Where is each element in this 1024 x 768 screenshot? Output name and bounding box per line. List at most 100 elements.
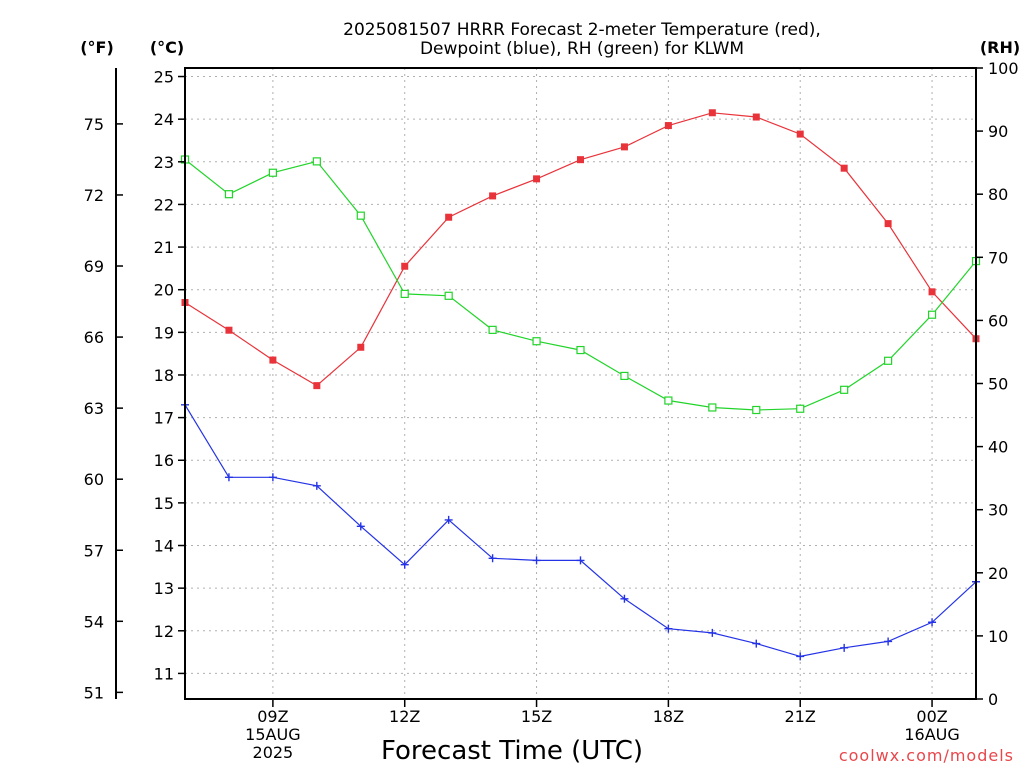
time-tick-label: 09Z — [257, 707, 288, 726]
dewpoint-point — [884, 637, 893, 646]
celsius-tick-label: 14 — [154, 537, 174, 556]
celsius-tick-label: 15 — [154, 494, 174, 513]
chart-title-line1: 2025081507 HRRR Forecast 2-meter Tempera… — [343, 20, 821, 40]
rh-point — [488, 325, 497, 334]
celsius-tick-label: 18 — [154, 366, 174, 385]
dewpoint-point — [444, 515, 453, 524]
rh-tick-label: 50 — [988, 375, 1008, 394]
temperature-point — [225, 326, 233, 334]
time-tick-label: 15AUG — [245, 725, 300, 744]
rh-axis: 0 10 20 30 40 50 60 70 80 90 100 — [976, 59, 1019, 709]
temperature-point — [664, 122, 672, 130]
temperature-point — [533, 175, 541, 183]
rh-point — [884, 356, 893, 365]
chart-title-line2: Dewpoint (blue), RH (green) for KLWM — [420, 39, 744, 59]
dewpoint-point — [752, 639, 761, 648]
temperature-point — [796, 130, 804, 138]
time-tick-label: 12Z — [389, 707, 420, 726]
dewpoint-point — [664, 624, 673, 633]
dewpoint-point — [928, 618, 937, 627]
temperature-point — [445, 213, 453, 221]
rh-point — [752, 405, 761, 415]
temperature-point — [489, 192, 497, 200]
time-tick-label: 18Z — [653, 707, 684, 726]
temperature-point — [577, 156, 584, 164]
celsius-tick-label: 13 — [154, 579, 174, 598]
dewpoint-point — [532, 556, 541, 565]
dewpoint-point — [840, 643, 849, 652]
celsius-axis: 11 12 13 14 15 16 17 18 19 20 21 22 23 24 25 — [154, 68, 185, 683]
rh-tick-label: 80 — [988, 185, 1008, 204]
temperature-point — [620, 143, 628, 151]
temperature-point — [928, 288, 936, 296]
celsius-tick-label: 19 — [154, 323, 174, 342]
rh-tick-label: 70 — [988, 248, 1008, 267]
rh-point — [927, 310, 937, 319]
fahrenheit-tick-label: 72 — [84, 186, 104, 205]
fahrenheit-axis: 51 54 57 60 63 66 69 72 75 — [84, 115, 123, 702]
credit-text: coolwx.com/models — [839, 746, 1014, 765]
rh-point — [576, 345, 585, 355]
rh-line — [184, 159, 977, 411]
celsius-tick-label: 16 — [154, 451, 174, 470]
dewpoint-point — [708, 628, 717, 637]
rh-point — [664, 396, 673, 405]
rh-point — [840, 385, 849, 394]
rh-tick-label: 100 — [988, 59, 1019, 78]
dewpoint-point — [488, 554, 497, 563]
fahrenheit-tick-label: 60 — [84, 470, 104, 489]
temperature-line — [184, 112, 977, 387]
temperature-point — [357, 343, 365, 351]
rh-point — [532, 337, 541, 346]
rh-tick-label: 0 — [988, 690, 998, 709]
temperature-point — [708, 109, 716, 117]
dewpoint-point — [796, 652, 805, 661]
celsius-tick-label: 17 — [154, 409, 174, 428]
dewpoint-point — [312, 481, 321, 490]
celsius-tick-label: 12 — [154, 622, 174, 641]
fahrenheit-tick-label: 57 — [84, 541, 104, 560]
temperature-point — [401, 262, 409, 270]
celsius-tick-label: 20 — [154, 281, 174, 300]
rh-point — [708, 403, 717, 412]
celsius-tick-label: 25 — [154, 68, 174, 87]
rh-point — [796, 404, 805, 413]
rh-point — [444, 291, 453, 300]
dewpoint-point — [356, 522, 365, 531]
dewpoint-point — [268, 473, 277, 482]
rh-point — [224, 190, 234, 199]
rh-tick-label: 60 — [988, 311, 1008, 330]
dewpoint-point — [400, 560, 409, 569]
x-axis-label: Forecast Time (UTC) — [381, 736, 643, 766]
rh-tick-label: 30 — [988, 501, 1008, 520]
time-tick-label: 21Z — [785, 707, 816, 726]
rh-point — [400, 289, 409, 298]
celsius-tick-label: 24 — [154, 110, 174, 129]
dewpoint-point — [576, 556, 585, 565]
dewpoint-series — [181, 400, 980, 661]
rh-tick-label: 20 — [988, 564, 1008, 583]
temperature-point — [840, 164, 848, 172]
temperature-point — [313, 382, 321, 390]
rh-tick-label: 10 — [988, 627, 1008, 646]
rh-tick-label: 90 — [988, 122, 1008, 141]
rh-series — [180, 155, 981, 415]
celsius-tick-label: 11 — [154, 664, 174, 683]
celsius-unit-label: (°C) — [150, 38, 184, 57]
rh-point — [620, 371, 629, 381]
celsius-tick-label: 23 — [154, 153, 174, 172]
fahrenheit-tick-label: 75 — [84, 115, 104, 134]
time-tick-label: 16AUG — [904, 725, 959, 744]
rh-point — [312, 157, 321, 166]
rh-point — [268, 168, 277, 177]
fahrenheit-tick-label: 63 — [84, 399, 104, 418]
fahrenheit-unit-label: (°F) — [80, 38, 114, 57]
dewpoint-point — [620, 594, 629, 603]
series-layer — [180, 109, 981, 661]
rh-point — [356, 211, 365, 220]
celsius-tick-label: 21 — [154, 238, 174, 257]
celsius-tick-label: 22 — [154, 195, 174, 214]
rh-unit-label: (RH) — [980, 38, 1020, 57]
